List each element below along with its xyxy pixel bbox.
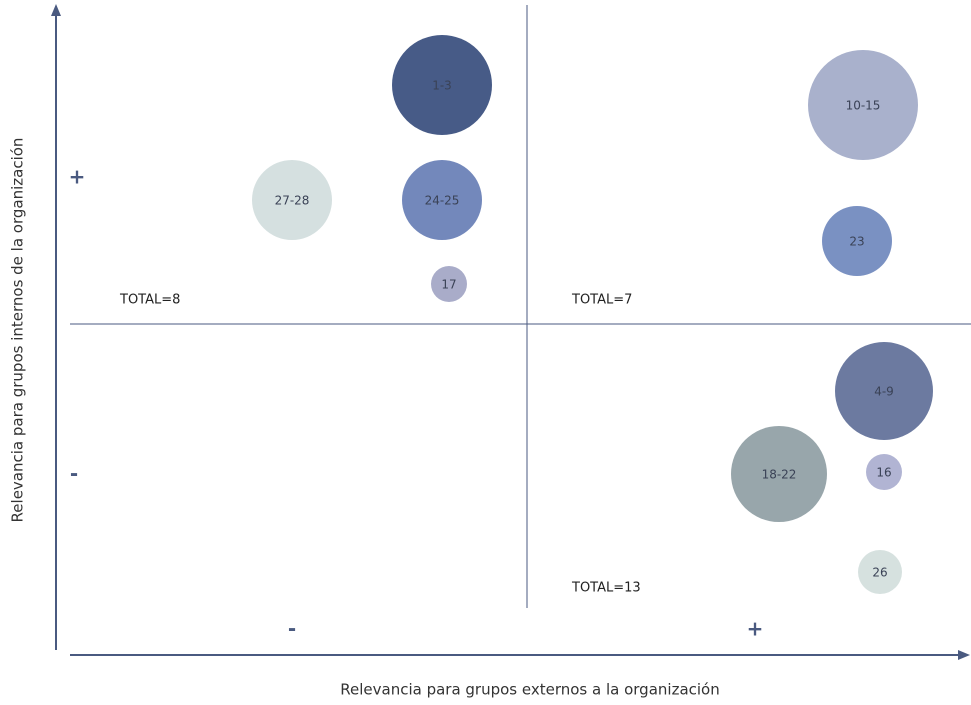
y-axis-label: Relevancia para grupos internos de la or… (9, 138, 27, 523)
total: TOTAL=8 (119, 293, 180, 308)
bubble-label: 16 (876, 466, 891, 480)
bubble-label: 18-22 (762, 468, 797, 482)
total: TOTAL=7 (571, 293, 632, 308)
bubble (808, 50, 918, 160)
bubble (402, 160, 482, 240)
bubble-label: 4-9 (874, 385, 894, 399)
sign: - (288, 617, 296, 641)
sign: + (69, 165, 86, 189)
x-axis-label: Relevancia para grupos externos a la org… (340, 681, 719, 699)
y-arrow (51, 4, 61, 16)
x-arrow (958, 650, 970, 660)
bubble (822, 206, 892, 276)
bubble (858, 550, 902, 594)
bubble-label: 17 (441, 278, 456, 292)
bubble (731, 426, 827, 522)
sign: + (747, 617, 764, 641)
bubble (252, 160, 332, 240)
bubble-label: 23 (849, 235, 864, 249)
total: TOTAL=13 (571, 581, 641, 596)
sign: - (70, 462, 78, 486)
bubble-label: 24-25 (425, 194, 460, 208)
bubble-label: 26 (872, 566, 887, 580)
bubble (392, 35, 492, 135)
bubble (835, 342, 933, 440)
bubble-label: 10-15 (846, 99, 881, 113)
bubble-label: 27-28 (275, 194, 310, 208)
bubbles: 1-3 10-15 27-28 24-25 23 17 4-9 18-22 16… (252, 35, 933, 594)
bubble (431, 266, 467, 302)
bubble-label: 1-3 (432, 79, 452, 93)
bubble (866, 454, 902, 490)
